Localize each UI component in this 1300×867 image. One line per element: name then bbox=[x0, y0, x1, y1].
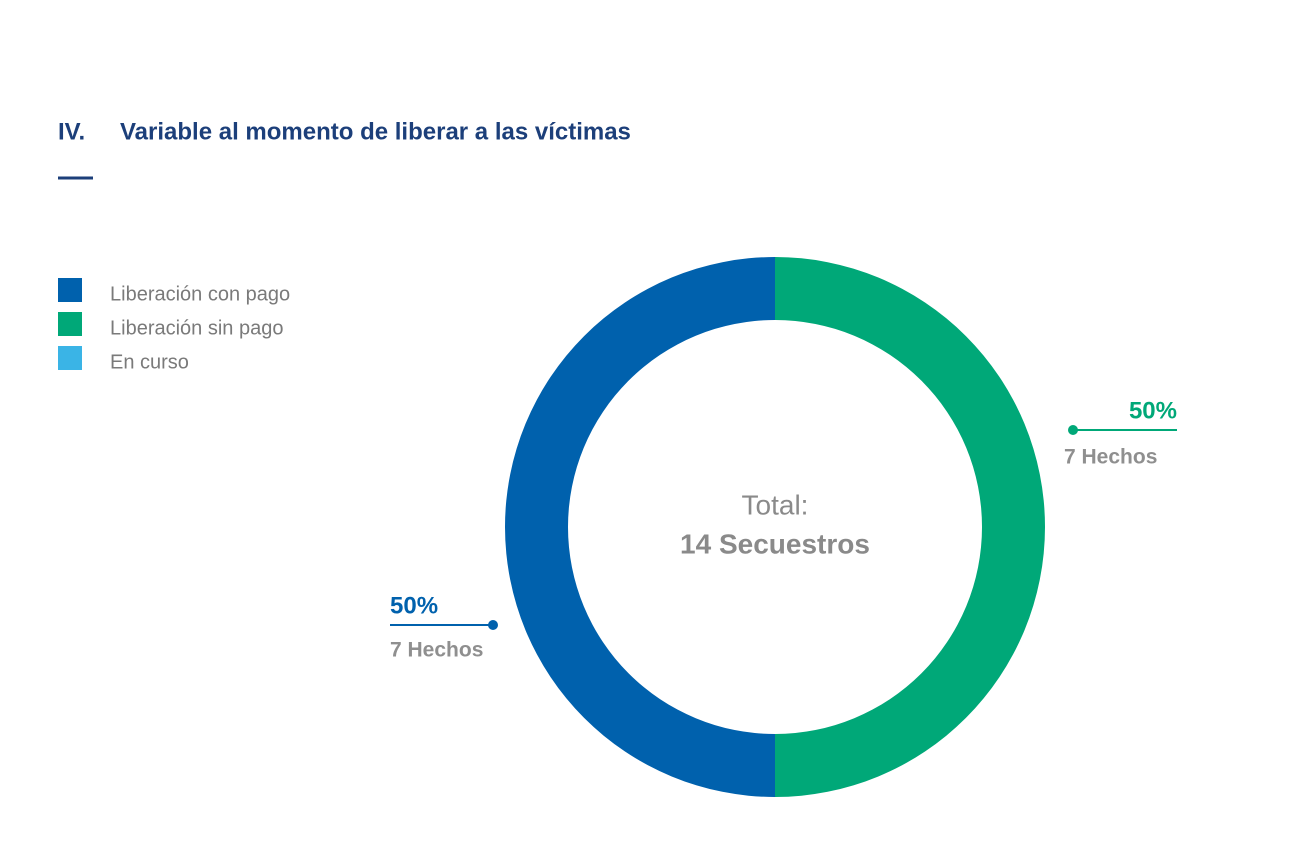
leader-dot bbox=[1068, 425, 1078, 435]
center-label: Total: bbox=[742, 489, 809, 520]
donut-slice bbox=[775, 257, 1045, 797]
value-label: 50% bbox=[1129, 397, 1177, 424]
donut-slice bbox=[505, 257, 775, 797]
legend-label: Liberación sin pago bbox=[110, 317, 283, 339]
legend-label: Liberación con pago bbox=[110, 283, 290, 305]
value-label: 50% bbox=[390, 592, 438, 619]
chart-title: Variable al momento de liberar a las víc… bbox=[120, 118, 631, 145]
leader-dot bbox=[488, 620, 498, 630]
legend-swatch bbox=[58, 278, 82, 302]
section-number: IV. bbox=[58, 118, 85, 145]
total-label: 14 Secuestros bbox=[680, 528, 870, 559]
legend-label: En curso bbox=[110, 351, 189, 373]
count-label: 7 Hechos bbox=[390, 639, 483, 662]
legend-swatch bbox=[58, 346, 82, 370]
count-label: 7 Hechos bbox=[1064, 446, 1157, 469]
legend-swatch bbox=[58, 312, 82, 336]
